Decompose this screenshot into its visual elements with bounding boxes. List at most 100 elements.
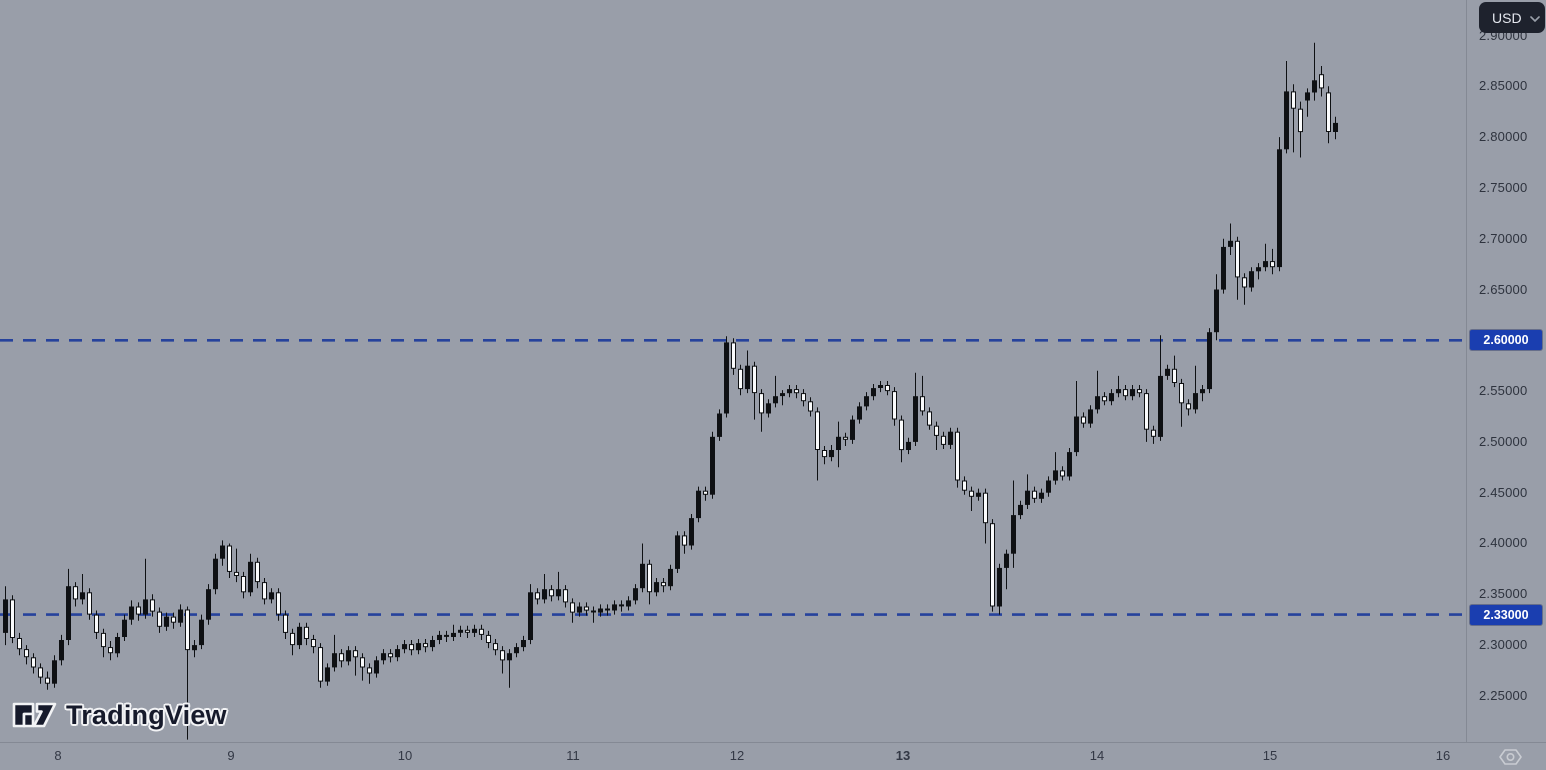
candle-up [745,365,750,390]
candle-up [906,441,911,450]
candle-up [1116,389,1121,394]
candle-up [976,492,981,497]
candle-up [668,568,673,587]
candle-down [94,614,99,633]
candle-down [738,368,743,390]
candle-up [332,653,337,668]
currency-dropdown[interactable]: USD [1479,2,1545,33]
candle-up [192,645,197,651]
price-axis-label: 2.40000 [1479,535,1528,550]
candle-up [325,667,330,682]
alert-price-label[interactable]: 2.33000 [1470,605,1542,625]
price-axis-label: 2.75000 [1479,180,1528,195]
candle-up [1039,492,1044,499]
candle-up [1018,504,1023,516]
price-axis-label: 2.25000 [1479,688,1528,703]
candle-down [465,629,470,633]
candle-up [52,660,57,684]
candle-down [360,657,365,668]
candle-up [878,385,883,388]
candle-down [1319,74,1324,89]
candle-up [458,629,463,633]
candle-up [1067,452,1072,477]
candle-up [1305,92,1310,101]
candle-up [1277,149,1282,268]
candle-down [241,576,246,593]
candle-down [892,391,897,420]
candle-up [1228,240,1233,247]
candle-up [710,436,715,495]
alert-price-label[interactable]: 2.60000 [1470,330,1542,350]
candle-down [570,602,575,613]
candle-up [1088,409,1093,424]
candle-down [759,393,764,414]
candle-down [234,571,239,577]
candle-down [1032,490,1037,499]
candle-up [1011,515,1016,554]
candle-up [402,644,407,650]
candle-up [689,518,694,546]
candle-down [752,365,757,394]
price-axis-label: 2.45000 [1479,485,1528,500]
candle-up [829,450,834,458]
candle-down [1242,277,1247,288]
candle-down [409,644,414,651]
candle-up [1284,91,1289,150]
hexagon-settings-icon[interactable] [1499,748,1522,766]
candle-up [871,388,876,397]
candle-down [731,342,736,369]
price-axis-label: 2.35000 [1479,586,1528,601]
candle-down [388,653,393,658]
candle-up [1193,393,1198,410]
candle-up [766,403,771,414]
candlestick-chart[interactable] [0,0,1466,742]
candle-up [1165,368,1170,376]
candle-down [493,643,498,651]
candle-down [171,616,176,623]
price-axis[interactable]: 2.90000 2.85000 2.80000 2.75000 2.70000 2.650… [1466,0,1546,742]
candle-up [1158,375,1163,437]
time-axis-label: 12 [729,748,745,763]
candle-up [374,660,379,674]
candle-down [605,608,610,611]
candle-up [724,342,729,414]
time-axis-label: 8 [54,748,62,763]
candle-up [1214,289,1219,333]
candle-up [864,396,869,407]
candle-down [619,604,624,607]
candle-up [654,582,659,593]
candle-down [955,431,960,481]
chevron-down-icon [1529,15,1540,22]
candle-up [164,616,169,627]
candle-down [227,545,232,572]
candle-down [885,385,890,392]
candle-down [444,634,449,637]
candle-up [997,567,1002,607]
candle-down [1270,261,1275,268]
candle-down [549,589,554,597]
time-axis[interactable]: 8 9 10 11 12 13 14 15 16 [0,742,1546,770]
candle-down [920,396,925,412]
chart-canvas[interactable]: TradingView [0,0,1466,742]
candle-up [1046,480,1051,493]
candle-up [1333,122,1338,132]
candle-up [346,650,351,662]
candle-down [136,606,141,615]
candle-up [633,588,638,601]
price-axis-label: 2.70000 [1479,231,1528,246]
candle-down [934,425,939,436]
candle-down [101,632,106,648]
candle-up [80,592,85,600]
candle-down [150,599,155,612]
candle-down [1151,429,1156,437]
candle-up [577,606,582,613]
price-axis-label: 2.85000 [1479,78,1528,93]
candle-down [108,647,113,654]
candle-up [675,535,680,569]
time-axis-label: 13 [895,748,911,763]
candle-up [521,640,526,648]
candle-down [1172,368,1177,383]
candle-down [983,492,988,524]
candle-up [178,609,183,623]
candle-down [17,638,22,650]
